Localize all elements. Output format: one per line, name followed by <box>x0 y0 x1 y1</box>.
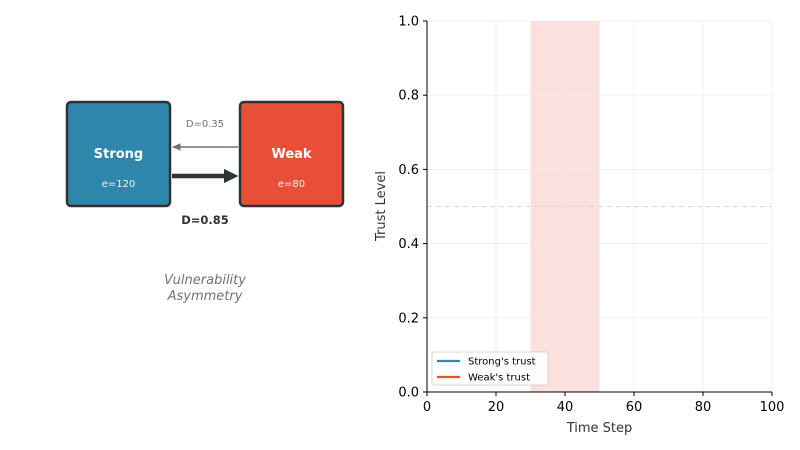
edge-weak-to-strong-label: D=0.35 <box>186 119 224 130</box>
chart-axes-layer <box>426 21 772 393</box>
node-strong: Strong e=120 <box>65 100 172 208</box>
node-weak-label: Weak <box>271 147 311 162</box>
y-tick-label: 1.0 <box>398 15 419 30</box>
chart-ticks-layer: 0 20 40 60 80 100 0.0 0.2 0.4 0.6 0.8 1.0 <box>398 15 784 416</box>
trust-diagram: Strong e=120 Weak e=80 D=0.35 D=0.85 Vul… <box>65 100 345 304</box>
node-strong-e: e=120 <box>102 179 136 190</box>
trust-chart: 0 20 40 60 80 100 0.0 0.2 0.4 0.6 0.8 1.0 Time Step… <box>374 15 784 437</box>
diagram-caption-line1: Vulnerability <box>164 273 246 288</box>
node-weak-box <box>238 100 345 208</box>
y-tick-label: 0.4 <box>398 237 419 252</box>
legend-label-strong: Strong's trust <box>468 357 536 368</box>
x-tick-label: 20 <box>488 400 505 415</box>
x-tick-label: 80 <box>695 400 712 415</box>
y-axis-label: Trust Level <box>374 171 389 242</box>
y-tick-label: 0.6 <box>398 163 419 178</box>
node-weak-e: e=80 <box>278 179 305 190</box>
y-tick-label: 0.2 <box>398 311 419 326</box>
legend-label-weak: Weak's trust <box>468 373 530 384</box>
node-strong-box <box>65 100 172 208</box>
chart-legend: Strong's trust Weak's trust <box>431 351 549 386</box>
legend-box <box>431 351 549 386</box>
x-tick-label: 0 <box>423 400 431 415</box>
x-axis-label: Time Step <box>566 421 633 436</box>
y-tick-label: 0.8 <box>398 89 419 104</box>
node-weak: Weak e=80 <box>238 100 345 208</box>
diagram-caption-line2: Asymmetry <box>167 289 243 304</box>
x-tick-label: 40 <box>557 400 574 415</box>
y-tick-label: 0.0 <box>398 386 419 401</box>
x-tick-label: 100 <box>760 400 785 415</box>
node-strong-label: Strong <box>94 147 143 162</box>
edge-strong-to-weak-label: D=0.85 <box>181 213 229 227</box>
x-tick-label: 60 <box>626 400 643 415</box>
